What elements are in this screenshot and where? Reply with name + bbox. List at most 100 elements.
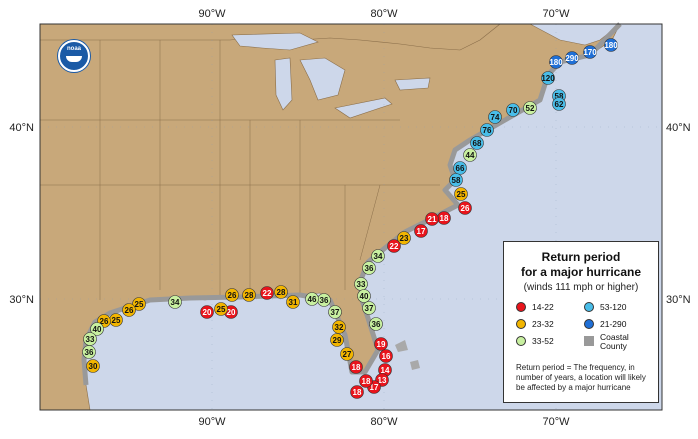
marker-circle xyxy=(604,38,618,52)
return-period-marker: 20 xyxy=(200,305,214,319)
marker-value: 33 xyxy=(357,280,366,289)
marker-circle xyxy=(214,302,228,316)
marker-value: 25 xyxy=(135,300,144,309)
marker-value: 23 xyxy=(400,234,409,243)
bahamas xyxy=(395,340,420,370)
return-period-marker: 25 xyxy=(214,302,228,316)
wave-icon xyxy=(66,56,82,62)
marker-value: 180 xyxy=(549,58,563,67)
marker-value: 58 xyxy=(452,176,461,185)
lon-label-bottom-90: 90°W xyxy=(198,416,226,428)
state-boundaries xyxy=(40,40,440,300)
marker-circle xyxy=(330,333,344,347)
marker-value: 22 xyxy=(390,242,399,251)
legend-label: 14-22 xyxy=(532,302,554,312)
lat-label-left-40: 40°N xyxy=(9,122,34,134)
marker-circle xyxy=(371,249,385,263)
marker-value: 25 xyxy=(112,316,121,325)
return-period-marker: 27 xyxy=(340,347,354,361)
marker-value: 32 xyxy=(335,323,344,332)
marker-value: 17 xyxy=(417,227,426,236)
marker-circle xyxy=(122,303,136,317)
return-period-marker: 66 xyxy=(453,161,467,175)
marker-circle xyxy=(454,187,468,201)
marker-circle xyxy=(200,305,214,319)
return-period-marker: 62 xyxy=(552,97,566,111)
marker-value: 20 xyxy=(203,308,212,317)
return-period-marker: 29 xyxy=(330,333,344,347)
marker-value: 18 xyxy=(440,214,449,223)
return-period-marker: 30 xyxy=(86,359,100,373)
graticule xyxy=(40,24,662,410)
marker-value: 17 xyxy=(370,383,379,392)
noaa-logo-text: noaa xyxy=(66,46,81,52)
return-period-marker: 25 xyxy=(109,313,123,327)
return-period-marker: 19 xyxy=(374,337,388,351)
marker-circle xyxy=(340,347,354,361)
marker-circle xyxy=(552,97,566,111)
return-period-marker: 16 xyxy=(379,349,393,363)
return-period-marker: 36 xyxy=(362,261,376,275)
marker-value: 19 xyxy=(377,340,386,349)
marker-circle xyxy=(359,374,373,388)
return-period-marker: 26 xyxy=(225,288,239,302)
marker-circle xyxy=(374,337,388,351)
marker-circle xyxy=(369,317,383,331)
marker-value: 13 xyxy=(378,376,387,385)
marker-value: 36 xyxy=(85,348,94,357)
return-period-marker: 22 xyxy=(260,286,274,300)
return-period-marker: 68 xyxy=(470,136,484,150)
legend-item-53-120: 53-120 xyxy=(584,302,626,312)
marker-value: 18 xyxy=(352,363,361,372)
marker-value: 76 xyxy=(483,126,492,135)
return-period-marker: 52 xyxy=(523,101,537,115)
marker-value: 34 xyxy=(171,298,180,307)
legend-label: 53-120 xyxy=(600,302,627,312)
legend-label: 21-290 xyxy=(600,319,627,329)
return-period-marker: 58 xyxy=(449,173,463,187)
marker-value: 44 xyxy=(466,151,475,160)
marker-circle xyxy=(463,148,477,162)
return-period-marker: 36 xyxy=(317,293,331,307)
marker-value: 34 xyxy=(374,252,383,261)
marker-circle xyxy=(362,301,376,315)
marker-circle xyxy=(286,295,300,309)
return-period-marker: 23 xyxy=(397,231,411,245)
marker-circle xyxy=(260,286,274,300)
marker-value: 36 xyxy=(365,264,374,273)
marker-circle xyxy=(425,212,439,226)
marker-value: 14 xyxy=(381,366,390,375)
marker-value: 40 xyxy=(360,292,369,301)
marker-value: 25 xyxy=(457,190,466,199)
marker-value: 22 xyxy=(263,289,272,298)
legend-note: Return period = The frequency, in number… xyxy=(516,363,646,392)
marker-value: 33 xyxy=(86,335,95,344)
return-period-marker: 74 xyxy=(488,110,502,124)
marker-value: 26 xyxy=(228,291,237,300)
marker-circle xyxy=(132,297,146,311)
marker-circle xyxy=(453,161,467,175)
return-period-marker: 17 xyxy=(414,224,428,238)
marker-circle xyxy=(414,224,428,238)
return-period-marker: 37 xyxy=(362,301,376,315)
marker-circle xyxy=(488,110,502,124)
marker-value: 18 xyxy=(362,377,371,386)
marker-value: 40 xyxy=(93,325,102,334)
marker-value: 52 xyxy=(526,104,535,113)
marker-value: 18 xyxy=(353,388,362,397)
legend: Return period for a major hurricane (win… xyxy=(503,241,659,403)
lon-label-bottom-70: 70°W xyxy=(542,416,570,428)
marker-circle xyxy=(90,322,104,336)
return-period-marker: 18 xyxy=(350,385,364,399)
legend-item-33-52: 33-52 xyxy=(516,336,554,346)
return-period-marker: 46 xyxy=(305,292,319,306)
return-period-marker: 40 xyxy=(357,289,371,303)
marker-value: 74 xyxy=(491,113,500,122)
marker-value: 36 xyxy=(320,296,329,305)
return-period-marker: 28 xyxy=(242,288,256,302)
marker-circle xyxy=(583,45,597,59)
marker-circle xyxy=(523,101,537,115)
return-period-marker: 22 xyxy=(387,239,401,253)
lat-label-right-30: 30°N xyxy=(666,294,691,306)
return-period-marker: 40 xyxy=(90,322,104,336)
